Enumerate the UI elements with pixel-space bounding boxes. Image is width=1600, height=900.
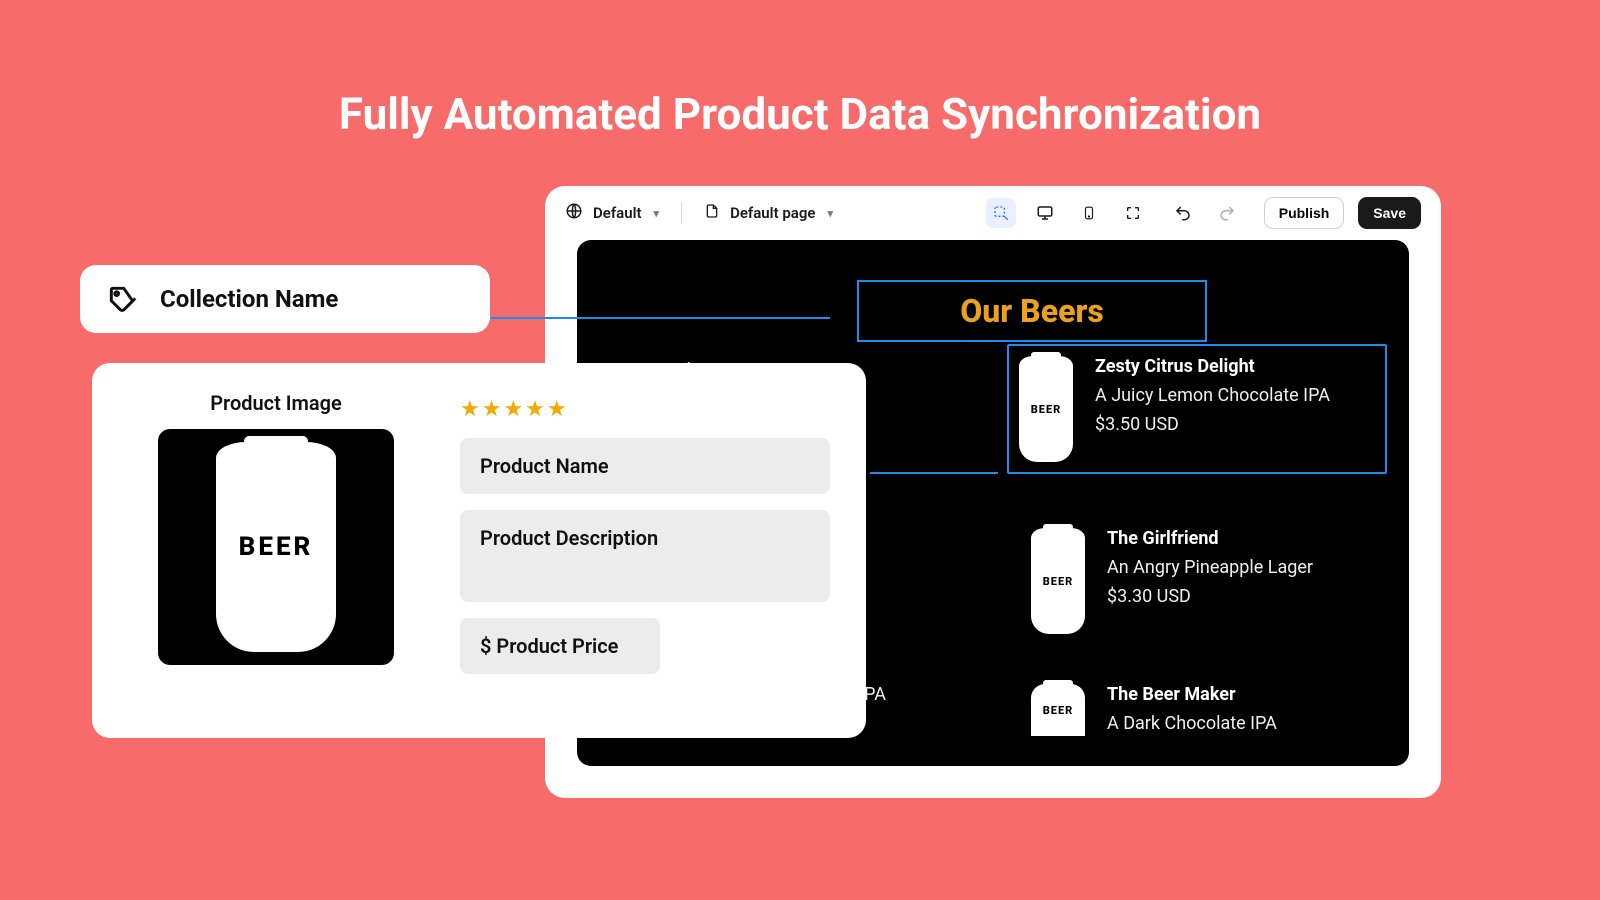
collection-title[interactable]: Our Beers (857, 280, 1207, 342)
fullscreen-icon[interactable] (1118, 198, 1148, 228)
tag-icon (106, 283, 138, 315)
product-card[interactable]: BEER The Beer Maker A Dark Chocolate IPA (1031, 684, 1411, 736)
chevron-down-icon: ▾ (654, 207, 660, 220)
cursor-icon[interactable] (986, 198, 1016, 228)
page-selector[interactable]: Default page ▾ (704, 202, 833, 224)
product-desc: A Juicy Lemon Chocolate IPA (1095, 385, 1330, 406)
locale-selector[interactable]: Default ▾ (565, 202, 659, 224)
page-headline: Fully Automated Product Data Synchroniza… (0, 88, 1600, 140)
chevron-down-icon: ▾ (827, 207, 833, 220)
divider (681, 202, 682, 224)
collection-name-label: Collection Name (160, 285, 338, 313)
collection-name-pill: Collection Name (80, 265, 490, 333)
locale-label: Default (593, 204, 642, 222)
product-card-selected[interactable]: BEER Zesty Citrus Delight A Juicy Lemon … (1007, 344, 1387, 474)
product-detail-card: Product Image BEER ★★★★★ Product Name Pr… (92, 363, 866, 738)
save-button[interactable]: Save (1358, 197, 1421, 229)
product-name: The Girlfriend (1107, 528, 1313, 549)
publish-button[interactable]: Publish (1264, 197, 1345, 229)
product-card[interactable]: BEER The Girlfriend An Angry Pineapple L… (1031, 528, 1411, 634)
product-image-label: Product Image (136, 391, 416, 415)
rating-stars: ★★★★★ (460, 397, 830, 422)
product-name-field[interactable]: Product Name (460, 438, 830, 494)
product-description-field[interactable]: Product Description (460, 510, 830, 602)
product-price-field[interactable]: $ Product Price (460, 618, 660, 674)
page-icon (704, 202, 720, 224)
product-name: Zesty Citrus Delight (1095, 356, 1330, 377)
product-can-image: BEER (1019, 356, 1073, 462)
product-image: BEER (158, 429, 394, 665)
mobile-icon[interactable] (1074, 198, 1104, 228)
undo-icon[interactable] (1168, 198, 1198, 228)
product-desc: A Dark Chocolate IPA (1107, 713, 1277, 734)
product-can-image: BEER (1031, 684, 1085, 736)
product-name: The Beer Maker (1107, 684, 1277, 705)
desktop-icon[interactable] (1030, 198, 1060, 228)
product-price: $3.30 USD (1107, 586, 1313, 607)
redo-icon[interactable] (1212, 198, 1242, 228)
editor-toolbar: Default ▾ Default page ▾ Pub (545, 186, 1441, 240)
globe-icon (565, 202, 583, 224)
product-price: $3.50 USD (1095, 414, 1330, 435)
product-can-image: BEER (1031, 528, 1085, 634)
product-desc: An Angry Pineapple Lager (1107, 557, 1313, 578)
page-label: Default page (730, 204, 815, 222)
